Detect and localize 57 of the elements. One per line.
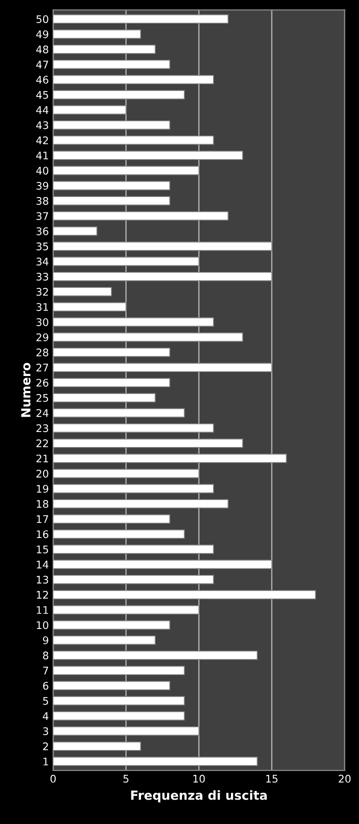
y-tick-label: 42 xyxy=(36,136,48,144)
x-tick-label: 5 xyxy=(124,774,128,783)
y-tick-label: 33 xyxy=(36,272,48,281)
y-tick-label: 41 xyxy=(36,152,48,160)
y-tick-label: 45 xyxy=(36,91,48,99)
y-tick-label: 9 xyxy=(42,636,48,644)
y-tick-label: 44 xyxy=(36,106,48,114)
y-tick-label: 24 xyxy=(36,409,48,417)
y-tick-label: 38 xyxy=(36,197,48,205)
y-tick-label: 3 xyxy=(43,727,48,736)
y-tick-label: 5 xyxy=(43,697,48,705)
y-tick-label: 39 xyxy=(36,182,48,190)
y-tick-label: 49 xyxy=(36,30,48,38)
y-tick-label: 21 xyxy=(36,454,48,462)
y-tick-label: 7 xyxy=(43,666,48,674)
y-tick-label: 19 xyxy=(36,484,48,493)
y-tick-label: 10 xyxy=(36,621,48,630)
y-tick-label: 6 xyxy=(43,682,48,690)
y-tick-label: 50 xyxy=(36,15,48,24)
y-tick-label: 18 xyxy=(36,500,48,508)
y-tick-label: 26 xyxy=(36,378,48,387)
y-tick-label: 13 xyxy=(36,576,48,584)
y-tick-label: 4 xyxy=(42,712,48,720)
y-tick-label: 17 xyxy=(36,515,48,523)
y-tick-label: 32 xyxy=(36,288,48,296)
y-tick-label: 23 xyxy=(36,424,48,432)
y-tick-label: 2 xyxy=(43,742,48,750)
y-tick-label: 1 xyxy=(43,758,48,766)
y-tick-label: 15 xyxy=(36,546,48,554)
y-tick-label: 35 xyxy=(36,242,48,250)
y-tick-label: 46 xyxy=(36,76,48,84)
y-tick-label: 22 xyxy=(36,439,48,448)
y-axis-title: Numero xyxy=(21,362,31,417)
y-tick-label: 27 xyxy=(36,364,48,372)
y-tick-label: 47 xyxy=(36,60,48,68)
x-axis-title: Frequenza di uscita xyxy=(131,790,267,802)
y-tick-label: 28 xyxy=(36,348,48,356)
y-tick-label: 36 xyxy=(36,227,48,236)
x-tick-label: 10 xyxy=(193,774,205,783)
y-tick-label: 25 xyxy=(36,394,48,402)
x-tick-label: 0 xyxy=(50,774,56,783)
y-tick-label: 40 xyxy=(36,166,48,175)
y-tick-label: 12 xyxy=(36,590,48,599)
y-tick-label: 30 xyxy=(36,318,48,326)
x-tick-label: 20 xyxy=(338,774,351,783)
y-tick-label: 16 xyxy=(36,530,48,538)
y-tick-label: 8 xyxy=(43,652,48,660)
y-tick-label: 20 xyxy=(36,470,48,478)
y-tick-label: 43 xyxy=(36,121,48,130)
y-tick-label: 31 xyxy=(36,303,48,311)
y-tick-label: 29 xyxy=(36,333,48,342)
x-tick-label: 15 xyxy=(266,774,278,783)
y-tick-label: 14 xyxy=(36,560,48,568)
y-tick-label: 34 xyxy=(36,258,48,266)
y-tick-label: 48 xyxy=(36,46,48,54)
y-tick-label: 37 xyxy=(36,212,48,220)
y-tick-label: 11 xyxy=(36,606,48,614)
